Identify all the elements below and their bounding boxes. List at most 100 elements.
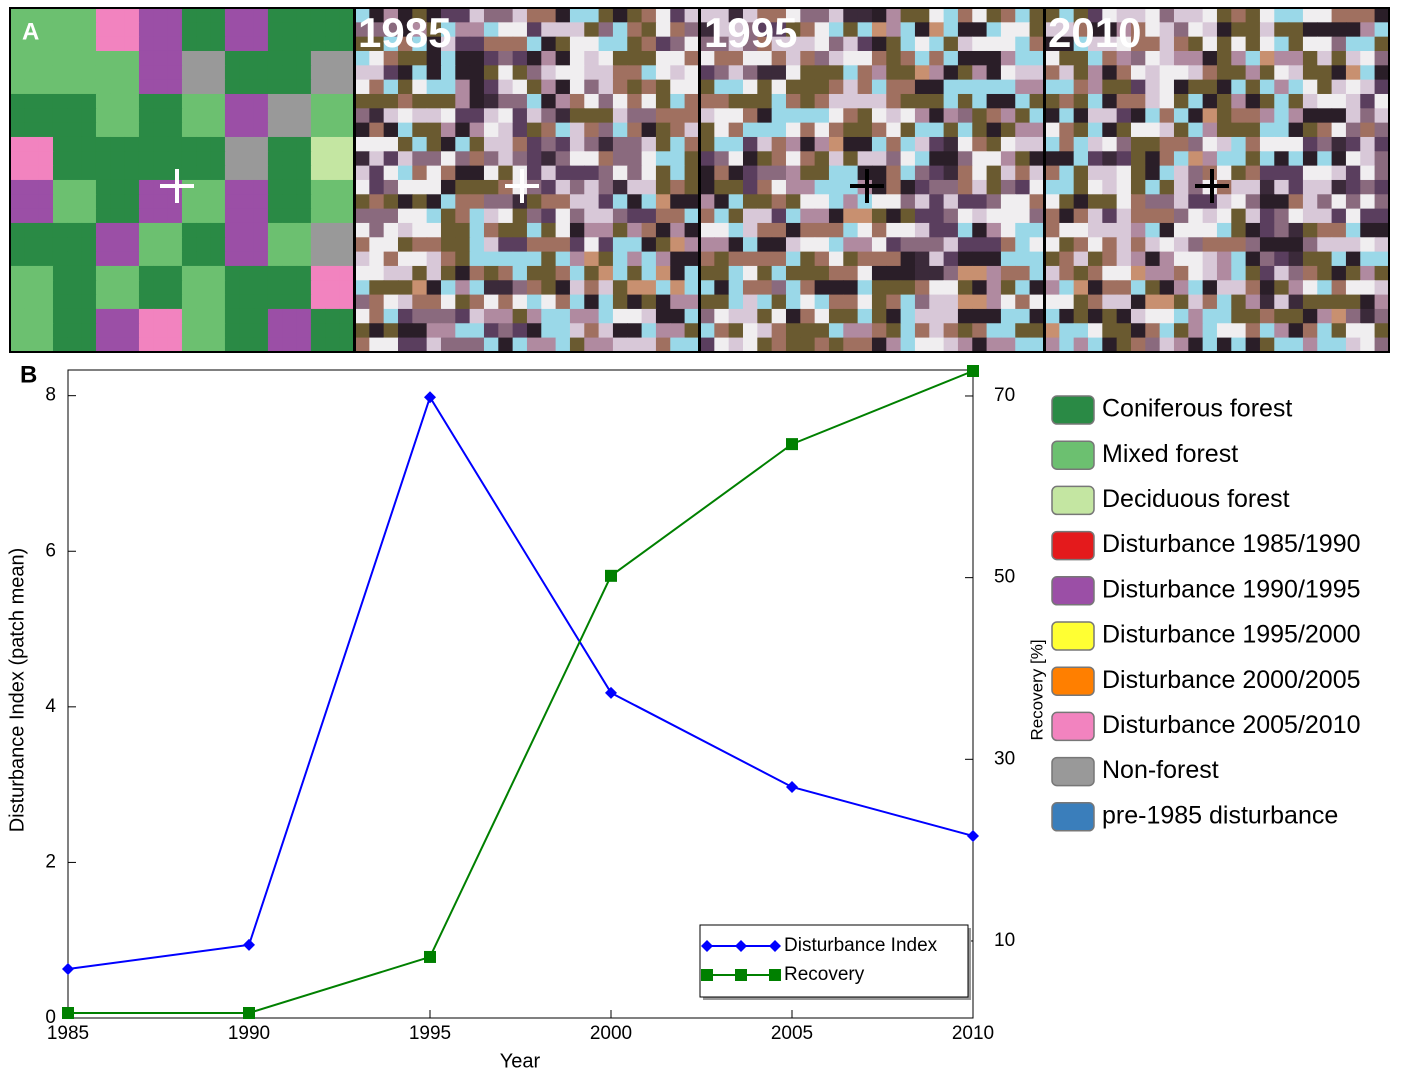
pixel-block <box>53 8 68 23</box>
pixel-block <box>1045 65 1060 80</box>
pixel-block <box>1360 123 1375 138</box>
pixel-block <box>1260 94 1275 109</box>
pixel-block <box>297 223 312 238</box>
pixel-block <box>584 295 599 310</box>
pixel-block <box>470 65 485 80</box>
pixel-block <box>829 209 844 224</box>
pixel-block <box>1030 37 1045 52</box>
pixel-block <box>670 37 685 52</box>
pixel-block <box>1217 80 1232 95</box>
pixel-block <box>484 137 499 152</box>
pixel-block <box>685 338 700 353</box>
pixel-block <box>1045 323 1060 338</box>
pixel-block <box>1145 37 1160 52</box>
pixel-block <box>1303 22 1318 37</box>
pixel-block <box>82 223 97 238</box>
pixel-block <box>325 123 340 138</box>
pixel-block <box>1260 80 1275 95</box>
pixel-block <box>427 166 442 181</box>
pixel-block <box>972 65 987 80</box>
legend-swatch <box>1052 622 1094 650</box>
pixel-block <box>427 338 442 353</box>
pixel-block <box>656 237 671 252</box>
pixel-block <box>987 137 1002 152</box>
pixel-block <box>1001 65 1016 80</box>
pixel-block <box>10 223 25 238</box>
pixel-block <box>96 180 111 195</box>
pixel-block <box>627 151 642 166</box>
pixel-block <box>53 80 68 95</box>
pixel-block <box>355 252 370 267</box>
pixel-block <box>325 252 340 267</box>
pixel-block <box>53 223 68 238</box>
pixel-block <box>53 22 68 37</box>
pixel-block <box>96 309 111 324</box>
pixel-block <box>96 123 111 138</box>
pixel-block <box>1332 295 1347 310</box>
pixel-block <box>670 51 685 66</box>
pixel-block <box>843 166 858 181</box>
pixel-block <box>729 280 744 295</box>
pixel-block <box>1102 252 1117 267</box>
pixel-block <box>239 180 254 195</box>
pixel-block <box>656 309 671 324</box>
pixel-block <box>656 51 671 66</box>
pixel-block <box>53 323 68 338</box>
panel-label: B <box>20 361 37 388</box>
pixel-block <box>843 80 858 95</box>
pixel-block <box>972 280 987 295</box>
pixel-block <box>513 8 528 23</box>
pixel-block <box>455 209 470 224</box>
pixel-block <box>656 223 671 238</box>
pixel-block <box>858 223 873 238</box>
pixel-block <box>872 137 887 152</box>
pixel-block <box>1346 151 1361 166</box>
pixel-block <box>1074 194 1089 209</box>
pixel-block <box>1145 137 1160 152</box>
pixel-block <box>570 37 585 52</box>
pixel-block <box>700 108 715 123</box>
pixel-block <box>1088 252 1103 267</box>
pixel-block <box>182 280 197 295</box>
pixel-block <box>670 80 685 95</box>
pixel-block <box>1246 37 1261 52</box>
pixel-block <box>987 65 1002 80</box>
pixel-block <box>513 151 528 166</box>
pixel-block <box>455 180 470 195</box>
pixel-block <box>1117 280 1132 295</box>
pixel-block <box>1001 252 1016 267</box>
y2-axis-label: Recovery [%] <box>1027 639 1046 740</box>
pixel-block <box>325 80 340 95</box>
pixel-block <box>139 108 154 123</box>
pixel-block <box>800 94 815 109</box>
pixel-block <box>1346 94 1361 109</box>
pixel-block <box>1045 237 1060 252</box>
pixel-block <box>1188 323 1203 338</box>
pixel-block <box>972 223 987 238</box>
pixel-block <box>1203 209 1218 224</box>
pixel-block <box>254 194 269 209</box>
pixel-block <box>455 252 470 267</box>
pixel-block <box>627 137 642 152</box>
legend-label: Disturbance 1995/2000 <box>1102 621 1361 649</box>
pixel-block <box>153 51 168 66</box>
pixel-block <box>1145 223 1160 238</box>
pixel-block <box>1074 108 1089 123</box>
pixel-block <box>944 51 959 66</box>
pixel-block <box>412 223 427 238</box>
pixel-block <box>1375 8 1390 23</box>
pixel-block <box>915 280 930 295</box>
pixel-block <box>412 166 427 181</box>
pixel-block <box>10 180 25 195</box>
pixel-block <box>125 323 140 338</box>
pixel-block <box>642 252 657 267</box>
pixel-block <box>427 323 442 338</box>
legend-label: Mixed forest <box>1102 440 1238 468</box>
pixel-block <box>714 80 729 95</box>
pixel-block <box>398 223 413 238</box>
pixel-block <box>225 123 240 138</box>
pixel-block <box>642 223 657 238</box>
pixel-block <box>67 223 82 238</box>
pixel-block <box>139 80 154 95</box>
pixel-block <box>1188 280 1203 295</box>
